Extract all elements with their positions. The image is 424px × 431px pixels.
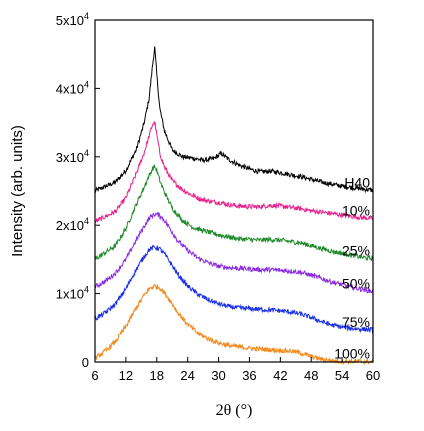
- x-axis-label: 2θ (°): [216, 402, 253, 419]
- x-tick-label: 54: [335, 368, 349, 383]
- y-tick-label: 0: [82, 355, 89, 370]
- series-layer: [94, 46, 374, 366]
- series-line-1: [94, 46, 374, 194]
- y-axis-label: Intensity (arb. units): [9, 125, 26, 257]
- x-tick-label: 12: [119, 368, 133, 383]
- x-tick-label: 6: [91, 368, 98, 383]
- y-tick-label: 1x104: [56, 285, 89, 302]
- series-label: 75%: [342, 314, 370, 330]
- y-tick-label: 4x104: [56, 79, 89, 96]
- plot-frame: [94, 19, 374, 363]
- x-tick-label: 60: [366, 368, 380, 383]
- labels-layer: 6 12 18 24 30 36 42 48 54 60 0 1x104 2x104 3x104 4x104…: [56, 11, 380, 383]
- series-label: 10%: [342, 202, 370, 218]
- series-line-4: [94, 212, 374, 294]
- series-line-6: [94, 284, 374, 366]
- series-label: H40: [344, 174, 370, 190]
- y-tick-label: 5x104: [56, 11, 89, 28]
- ticks-layer: [94, 19, 374, 363]
- series-label: 100%: [334, 346, 370, 362]
- series-label: 50%: [342, 276, 370, 292]
- series-line-5: [94, 244, 374, 334]
- series-label: 25%: [342, 243, 370, 259]
- x-tick-label: 24: [180, 368, 194, 383]
- x-tick-label: 36: [242, 368, 256, 383]
- y-tick-label: 2x104: [56, 216, 89, 233]
- y-tick-label: 3x104: [56, 148, 89, 165]
- x-tick-label: 42: [273, 368, 287, 383]
- x-tick-label: 48: [304, 368, 318, 383]
- series-line-2: [94, 121, 374, 224]
- x-tick-label: 30: [211, 368, 225, 383]
- x-tick-label: 18: [150, 368, 164, 383]
- series-line-3: [94, 164, 374, 262]
